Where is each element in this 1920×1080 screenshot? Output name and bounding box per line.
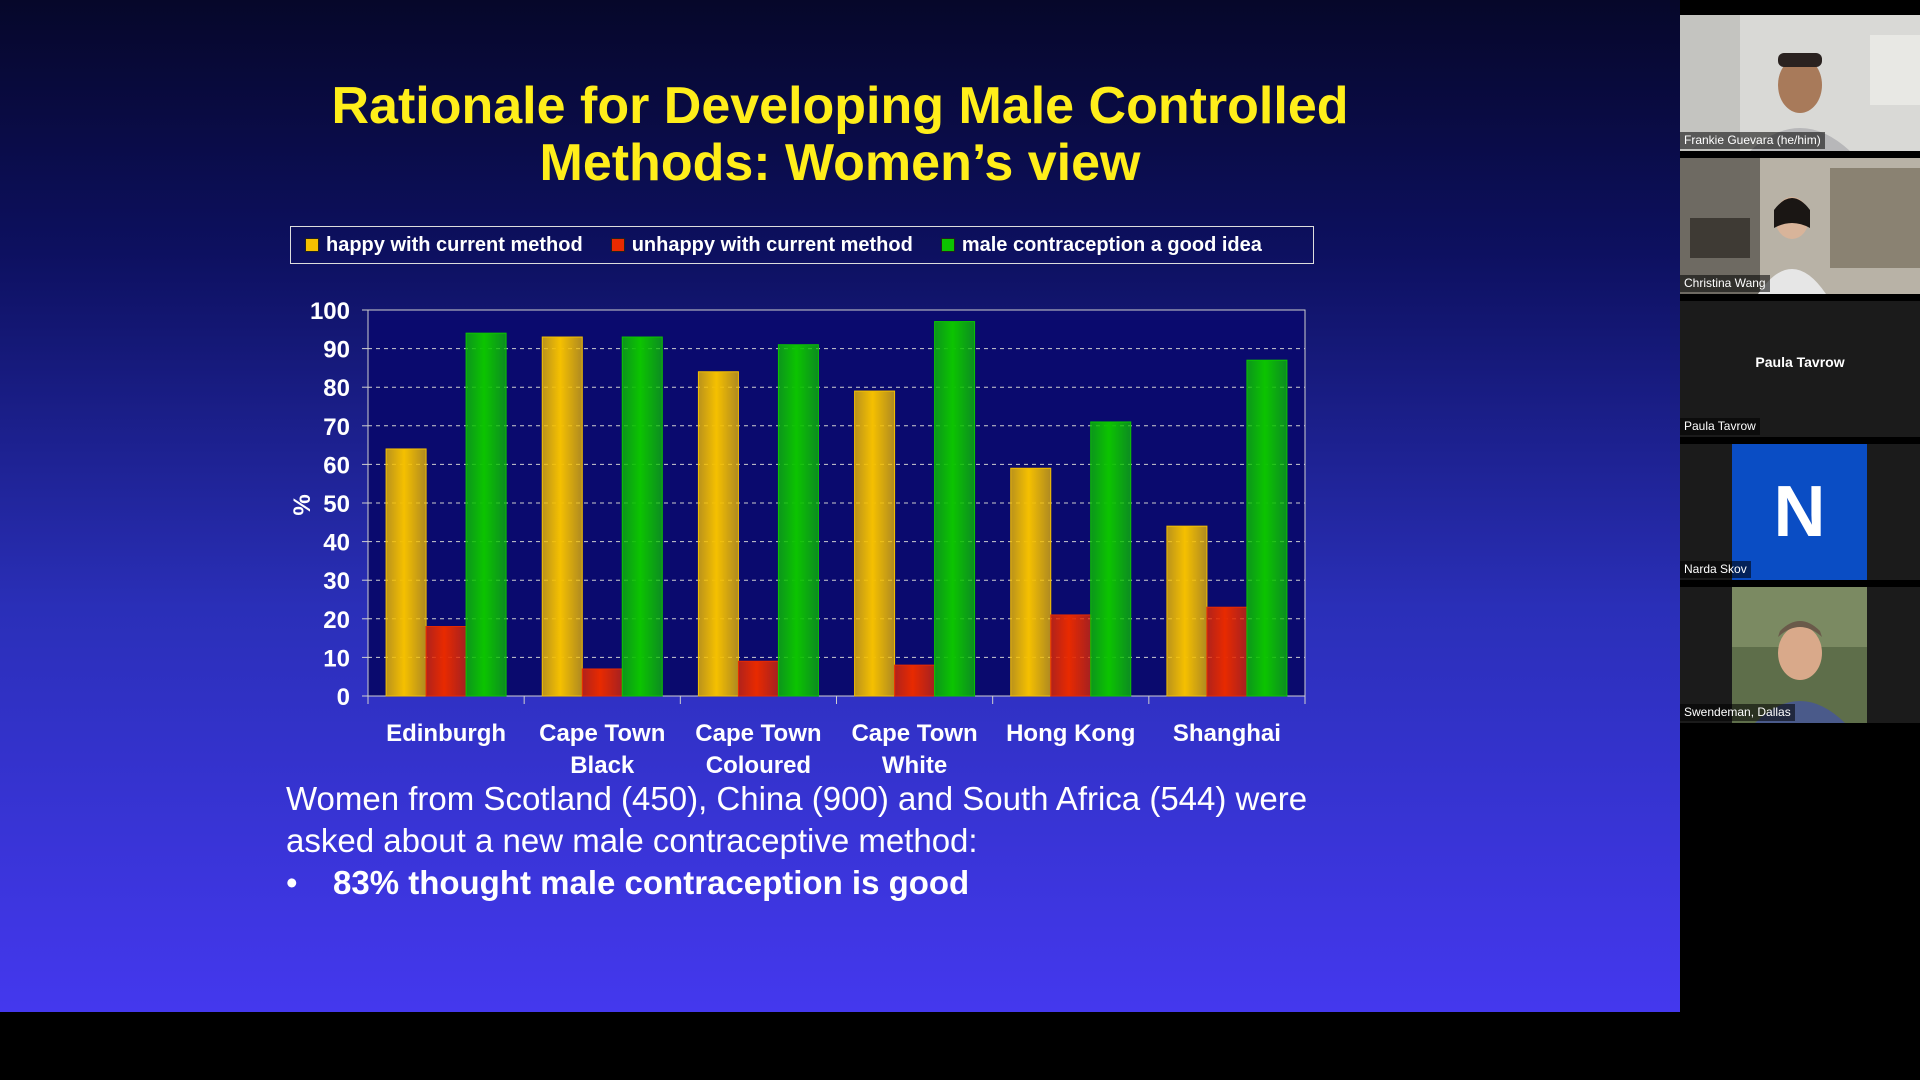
bar [1166,525,1208,697]
x-tick-label: Cape Town [851,720,977,747]
participant-tile-christina[interactable]: Christina Wang [1680,158,1920,294]
y-tick-label: 30 [323,568,350,595]
bar [894,664,936,697]
participant-name: Paula Tavrow [1680,418,1760,435]
x-tick-label: Cape Town [539,720,665,747]
legend-item: unhappy with current method [610,233,913,257]
slide-title: Rationale for Developing Male Controlled… [0,78,1680,192]
bar [465,332,507,697]
participant-display-name: Paula Tavrow [1755,354,1845,370]
slide-title-line-1: Rationale for Developing Male Controlled [331,77,1349,135]
x-tick-label: Coloured [706,752,811,779]
participant-tile-frankie[interactable]: Frankie Guevara (he/him) [1680,15,1920,151]
bullet-item: • 83% thought male contraception is good [286,862,1436,904]
legend-swatch [305,238,319,252]
bullet-icon: • [286,864,298,901]
x-tick-label: Edinburgh [386,720,506,747]
bar-chart: 0 10 20 30 40 50 60 70 80 90 100% Edinburgh Cape Tow… [289,298,1306,779]
y-tick-label: 90 [323,337,350,364]
y-tick-label: 70 [323,414,350,441]
bar [1246,359,1288,697]
y-tick-label: 100 [310,298,350,325]
bar [385,448,427,697]
participant-name: Swendeman, Dallas [1680,704,1795,721]
legend-item: male contraception a good idea [940,233,1262,257]
y-tick-label: 10 [323,645,350,672]
plot-area [367,309,1306,697]
bar [777,344,819,697]
participant-name: Frankie Guevara (he/him) [1680,132,1825,149]
legend-label: male contraception a good idea [961,233,1262,256]
legend-label: unhappy with current method [631,233,913,256]
participant-tile-dallas[interactable]: Swendeman, Dallas [1680,587,1920,723]
bar [621,336,663,697]
bar [1010,467,1052,697]
bar [581,668,623,697]
y-tick-label: 50 [323,491,350,518]
chart-legend: happy with current method unhappy with cu… [290,226,1314,264]
x-tick-label: Black [570,752,635,779]
y-axis-label: % [289,494,316,515]
y-tick-label: 0 [337,684,350,711]
legend-item: happy with current method [305,234,583,257]
shared-slide: Rationale for Developing Male Controlled… [0,0,1680,1012]
participant-name: Christina Wang [1680,275,1770,292]
bar [425,626,467,697]
avatar-initial: N [1773,472,1826,552]
y-tick-label: 60 [323,452,350,479]
participant-tile-paula[interactable]: Paula Tavrow Paula Tavrow [1680,301,1920,437]
bar [737,660,779,697]
bar [1206,606,1248,697]
y-tick-label: 40 [323,530,350,557]
x-tick-label: White [882,752,947,779]
participant-tile-narda[interactable]: N Narda Skov [1680,444,1920,580]
participant-panel: Frankie Guevara (he/him) Christina Wang … [1680,0,1920,1080]
x-tick-label: Cape Town [695,720,821,747]
bullet-text: 83% thought male contraception is good [333,864,970,901]
legend-swatch [610,238,625,252]
participant-video [1680,587,1920,723]
avatar: N [1732,444,1867,580]
participant-video [1680,158,1920,294]
slide-body: Women from Scotland (450), China (900) a… [286,778,1436,904]
x-tick-label: Hong Kong [1006,720,1135,747]
body-line-1: Women from Scotland (450), China (900) a… [286,780,1308,817]
legend-swatch [940,238,955,252]
body-line-2: asked about a new male contraceptive met… [286,822,978,859]
x-tick-label: Shanghai [1173,720,1281,747]
bar [1090,421,1132,697]
participant-video [1680,15,1920,151]
bar [697,371,739,697]
bar [854,390,896,697]
bar [934,321,976,697]
y-tick-label: 20 [323,607,350,634]
bar [1050,614,1092,697]
participant-name: Narda Skov [1680,561,1751,578]
legend-label: happy with current method [326,233,583,256]
bar [541,336,583,697]
slide-title-line-2: Methods: Women’s view [539,134,1141,192]
y-tick-label: 80 [323,375,350,402]
